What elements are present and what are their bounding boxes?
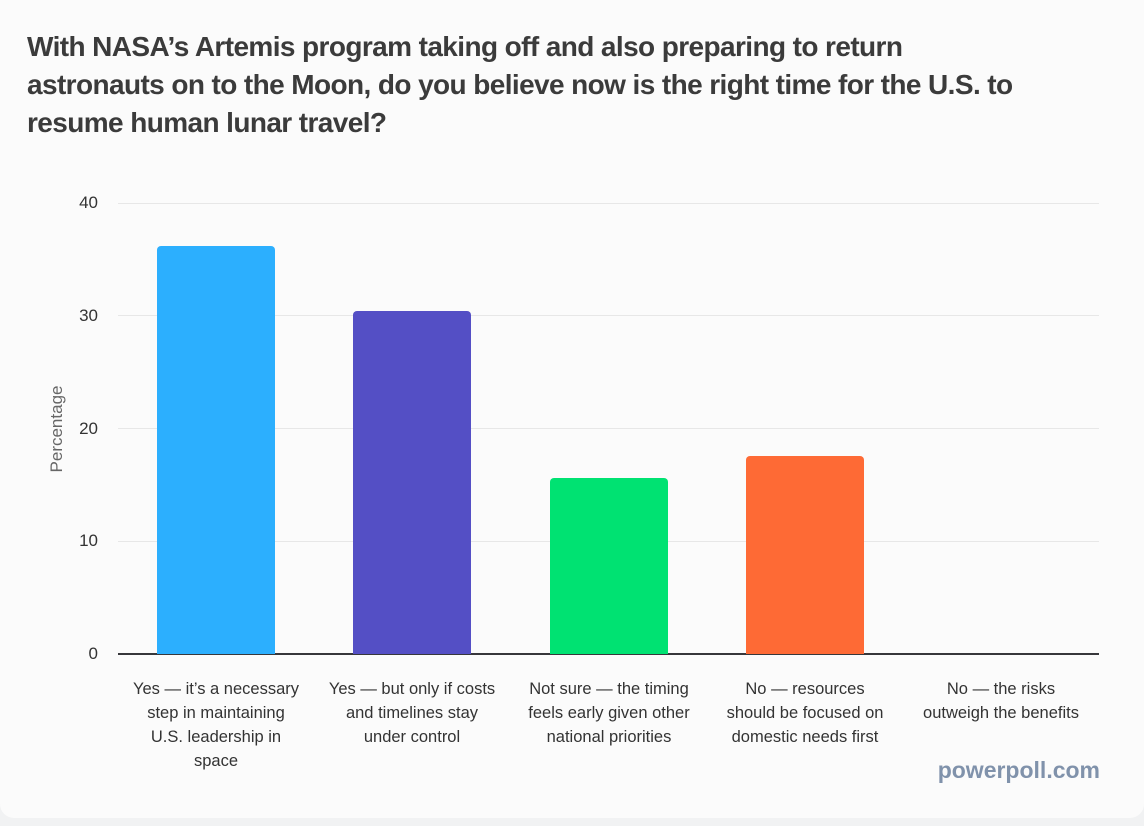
x-axis-line bbox=[118, 653, 1099, 655]
bar[interactable] bbox=[353, 311, 471, 654]
bar[interactable] bbox=[550, 478, 668, 654]
category-label: Yes — but only if costs and timelines st… bbox=[328, 680, 496, 746]
branding-link[interactable]: powerpoll.com bbox=[937, 757, 1100, 783]
poll-question-line: With NASA’s Artemis program taking off a… bbox=[27, 31, 903, 62]
y-axis-tick-label: 0 bbox=[88, 644, 98, 663]
y-gridline bbox=[118, 428, 1099, 429]
poll-question: With NASA’s Artemis program taking off a… bbox=[27, 28, 1125, 142]
y-axis-tick-label: 10 bbox=[79, 531, 98, 551]
category-label: No — resources should be focused on dome… bbox=[726, 680, 884, 746]
bar[interactable] bbox=[157, 246, 275, 654]
y-gridline bbox=[118, 315, 1099, 317]
category-label: No — the risks outweigh the benefits bbox=[923, 680, 1079, 722]
bar[interactable] bbox=[746, 456, 864, 654]
category-label: Yes — it’s a necessary step in maintaini… bbox=[133, 680, 299, 770]
category-label: Not sure — the timing feels early given … bbox=[528, 680, 690, 746]
poll-question-line: astronauts on to the Moon, do you believ… bbox=[27, 69, 1013, 100]
y-axis-tick-label: 40 bbox=[79, 193, 98, 212]
y-axis-tick-label: 30 bbox=[79, 305, 98, 325]
y-axis-tick-label: 20 bbox=[79, 418, 98, 438]
poll-question-line: resume human lunar travel? bbox=[27, 107, 387, 138]
y-gridline bbox=[118, 202, 1099, 204]
